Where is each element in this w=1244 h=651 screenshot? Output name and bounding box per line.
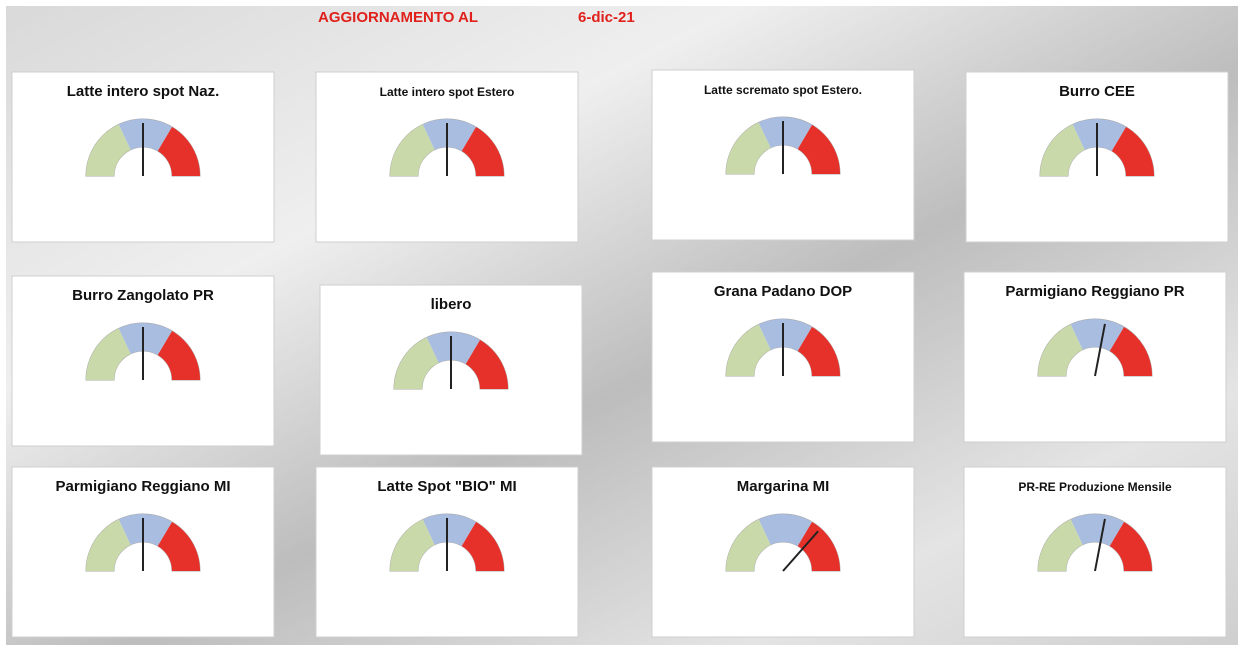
- gauge-band: [86, 328, 131, 380]
- gauge-card: [963, 466, 1227, 638]
- gauge-band: [465, 339, 508, 389]
- gauge-card: [963, 271, 1227, 443]
- gauge-needle: [1094, 518, 1106, 572]
- gauge-band: [797, 521, 840, 571]
- gauge-title: Latte scremato spot Estero.: [704, 83, 862, 97]
- gauge-band: [726, 324, 771, 376]
- gauge-band: [118, 119, 173, 152]
- gauge-title: Latte Spot "BIO" MI: [377, 478, 516, 495]
- gauge-band: [461, 126, 504, 176]
- gauge-band: [422, 514, 477, 547]
- gauge-band: [758, 319, 813, 352]
- gauge-band: [1038, 324, 1083, 376]
- gauge-band: [726, 519, 771, 571]
- gauge-band: [426, 332, 481, 365]
- gauge-band: [390, 124, 435, 176]
- gauge-title: Latte intero spot Naz.: [67, 83, 220, 100]
- gauge-band: [758, 116, 813, 150]
- gauge-title: Latte intero spot Estero: [380, 85, 515, 99]
- gauge-band: [797, 124, 840, 174]
- gauge-band: [86, 124, 131, 176]
- gauge-band: [1040, 124, 1085, 176]
- gauge-title: PR-RE Produzione Mensile: [1018, 480, 1172, 494]
- gauge-band: [157, 330, 200, 380]
- gauge-band: [461, 521, 504, 571]
- update-label: AGGIORNAMENTO AL: [318, 9, 478, 26]
- gauge-band: [118, 323, 173, 356]
- gauge-title: Margarina MI: [737, 478, 830, 495]
- gauge-needle: [782, 530, 819, 572]
- gauge-title: Burro CEE: [1059, 83, 1135, 100]
- gauge-band: [118, 514, 173, 547]
- gauge-band: [157, 521, 200, 571]
- gauge-band: [1072, 119, 1127, 152]
- update-date: 6-dic-21: [578, 9, 635, 26]
- gauge-band: [1038, 519, 1083, 571]
- gauge-needle: [1094, 323, 1106, 377]
- gauge-band: [1111, 126, 1154, 176]
- gauge-title: Grana Padano DOP: [714, 283, 852, 300]
- gauge-band: [797, 326, 840, 376]
- gauge-title: Burro Zangolato PR: [72, 287, 214, 304]
- gauge-band: [758, 514, 813, 547]
- gauge-band: [157, 126, 200, 176]
- gauge-band: [422, 119, 477, 152]
- gauge-band: [1070, 514, 1125, 547]
- gauge-band: [394, 337, 439, 389]
- gauge-band: [1109, 326, 1152, 376]
- gauge-band: [390, 519, 435, 571]
- gauge-title: Parmigiano Reggiano PR: [1005, 283, 1184, 300]
- gauge-card: [651, 466, 915, 638]
- gauge-band: [86, 519, 131, 571]
- gauge-band: [1109, 521, 1152, 571]
- gauge-band: [726, 122, 771, 174]
- gauge-title: libero: [431, 296, 472, 313]
- gauge-band: [1070, 319, 1125, 352]
- gauge-title: Parmigiano Reggiano MI: [55, 478, 230, 495]
